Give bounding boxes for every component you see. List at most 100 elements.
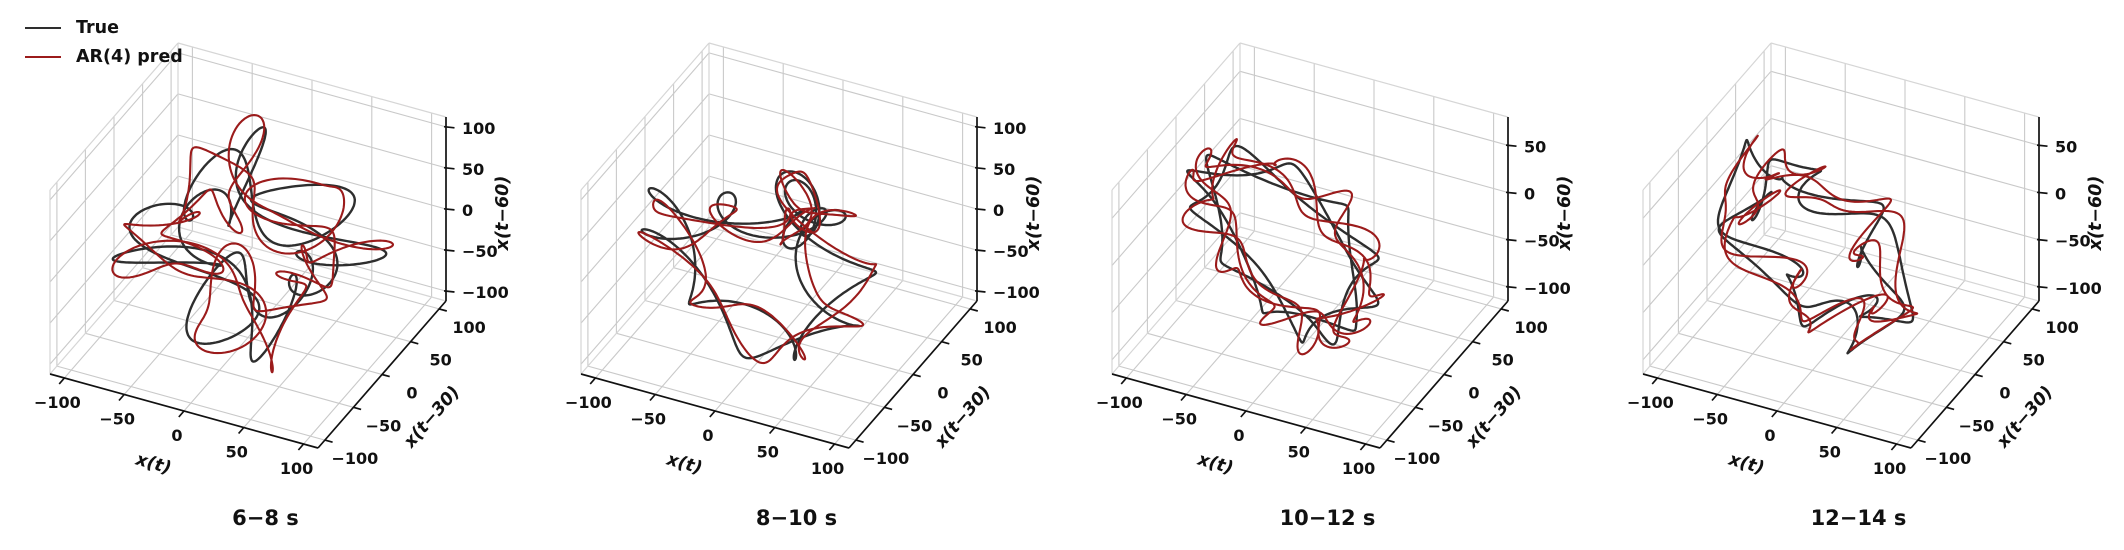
- y-tick-label: −100: [331, 449, 378, 468]
- legend-line-ar4-pred-swatch: [25, 55, 61, 58]
- y-tick-label: −50: [1959, 416, 1995, 435]
- x-tick-label: 50: [226, 443, 248, 462]
- z-tick-label: −100: [993, 283, 1040, 302]
- y-tick-label: 50: [429, 351, 451, 370]
- x-tick-label: 50: [1288, 443, 1310, 462]
- y-tick-label: −100: [1924, 449, 1971, 468]
- x-tick-label: −50: [99, 410, 135, 429]
- grid-line-y: [1232, 234, 1502, 310]
- z-tick-label: −50: [2055, 232, 2091, 251]
- pane-edge: [580, 226, 710, 375]
- z-tick-mark: [974, 207, 986, 211]
- pane-edge: [49, 226, 179, 375]
- z-tick-label: −100: [462, 283, 509, 302]
- x-tick-label: 100: [1342, 459, 1375, 478]
- legend-item-ar4-pred: AR(4) pred: [25, 46, 183, 67]
- z-tick-label: 100: [993, 119, 1026, 138]
- grid-line-z: [1642, 118, 1772, 266]
- grid-line-z: [708, 93, 978, 169]
- y-tick-mark: [1917, 439, 1926, 444]
- z-tick-mark: [974, 249, 986, 252]
- x-axis-label: x(t): [1195, 449, 1236, 478]
- x-tick-mark: [1771, 410, 1778, 418]
- z-tick-mark: [974, 125, 986, 129]
- z-tick-label: 0: [993, 201, 1004, 220]
- x-axis-label: x(t): [1726, 449, 1767, 478]
- x-tick-label: −100: [1096, 393, 1143, 412]
- x-tick-label: 50: [1819, 443, 1841, 462]
- plot-canvas-4: −100−50050100−100−50050100−100−50050x(t)…: [1627, 42, 2106, 479]
- grid-line-z: [1239, 70, 1509, 146]
- y-tick-mark: [353, 406, 362, 411]
- grid-line-y: [644, 299, 914, 376]
- y-tick-mark: [969, 308, 979, 312]
- z-tick-label: 50: [2055, 137, 2077, 156]
- y-tick-mark: [1415, 406, 1424, 411]
- grid-line-z: [177, 52, 447, 128]
- grid-line-z: [1770, 165, 2040, 241]
- grid-line-z: [1770, 70, 2040, 146]
- z-tick-mark: [2036, 238, 2048, 242]
- y-tick-label: 50: [2022, 351, 2044, 370]
- y-tick-mark: [1386, 439, 1395, 444]
- x-axis-label: x(t): [133, 449, 174, 478]
- grid-line-y: [1175, 299, 1445, 376]
- grid-line-z: [1770, 117, 2040, 194]
- grid-line-y: [85, 332, 354, 408]
- x-tick-label: −50: [1161, 410, 1197, 429]
- grid-line-y: [1735, 267, 2004, 343]
- grid-line-z: [580, 175, 710, 324]
- pane-edge: [49, 42, 179, 191]
- legend-label-true: True: [76, 17, 119, 38]
- grid-line-y: [142, 267, 411, 343]
- plot-canvas-3: −100−50050100−100−50050100−100−50050x(t)…: [1096, 42, 1575, 479]
- grid-line-y: [673, 267, 942, 343]
- y-tick-label: 100: [2045, 318, 2078, 337]
- plot-title-4: 12−14 s: [1810, 506, 1907, 530]
- grid-line-y: [56, 365, 326, 441]
- grid-line-z: [177, 216, 447, 292]
- z-tick-mark: [2036, 285, 2048, 289]
- grid-line-z: [580, 93, 710, 242]
- y-tick-label: −100: [862, 449, 909, 468]
- grid-line-z: [1111, 118, 1241, 266]
- y-tick-mark: [324, 439, 333, 444]
- pane-edge: [708, 42, 978, 118]
- legend-label-ar4-pred: AR(4) pred: [76, 46, 183, 67]
- grid-line-y: [1118, 365, 1388, 441]
- z-tick-mark: [443, 207, 455, 211]
- y-tick-label: −100: [1393, 449, 1440, 468]
- z-tick-label: 100: [462, 119, 495, 138]
- x-tick-label: −50: [1692, 410, 1728, 429]
- x-tick-mark: [828, 443, 836, 451]
- x-tick-label: 100: [1873, 459, 1906, 478]
- z-tick-label: 0: [462, 201, 473, 220]
- z-tick-label: 50: [1524, 137, 1546, 156]
- z-tick-label: −50: [1524, 232, 1560, 251]
- z-tick-mark: [2036, 144, 2048, 148]
- y-tick-mark: [410, 340, 419, 345]
- z-tick-mark: [443, 290, 455, 293]
- y-tick-label: 0: [937, 384, 948, 403]
- y-tick-mark: [1472, 340, 1481, 345]
- y-tick-mark: [1443, 373, 1452, 378]
- grid-line-y: [170, 234, 440, 310]
- grid-line-y: [113, 299, 383, 376]
- grid-line-y: [1678, 332, 1947, 408]
- pane-edge: [1770, 42, 2040, 118]
- grid-line-y: [701, 234, 971, 310]
- grid-line-z: [708, 52, 978, 128]
- z-tick-mark: [1505, 238, 1517, 242]
- legend-item-true: True: [25, 17, 183, 38]
- x-tick-mark: [709, 410, 716, 418]
- grid-line-y: [1204, 267, 1473, 343]
- x-tick-mark: [178, 410, 185, 418]
- y-tick-label: 0: [1999, 384, 2010, 403]
- grid-line-z: [49, 52, 179, 201]
- y-tick-label: 50: [960, 351, 982, 370]
- x-tick-mark: [1359, 443, 1367, 451]
- subplot-1: −100 −50 0 50 100 −100 −50 0 50 100 −100 −50 0 50 100 x…: [0, 0, 531, 550]
- x-tick-label: 0: [171, 426, 182, 445]
